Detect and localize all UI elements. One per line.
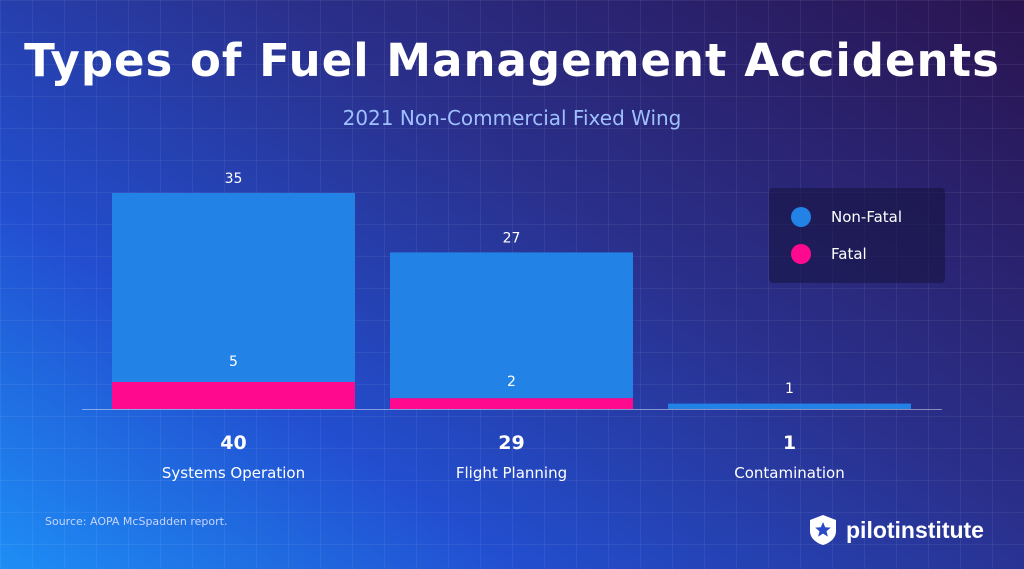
legend-swatch-non-fatal (791, 207, 811, 227)
data-label-fatal-systems-operation: 5 (229, 354, 238, 370)
bar-fatal-flight-planning (390, 398, 633, 409)
legend-label-non-fatal: Non-Fatal (831, 208, 903, 226)
legend-label-fatal: Fatal (831, 245, 867, 263)
total-label-systems-operation: 40 (220, 432, 246, 454)
data-label-non-fatal-flight-planning: 27 (503, 230, 521, 246)
total-label-contamination: 1 (783, 432, 796, 454)
legend: Non-Fatal Fatal (769, 188, 945, 283)
total-label-flight-planning: 29 (498, 432, 524, 454)
bar-non-fatal-contamination (668, 403, 911, 409)
data-label-non-fatal-contamination: 1 (785, 381, 794, 397)
source-note: Source: AOPA McSpadden report. (45, 515, 228, 528)
brand-name: pilotinstitute (846, 516, 984, 543)
category-label-contamination: Contamination (734, 464, 844, 482)
category-label-flight-planning: Flight Planning (456, 464, 567, 482)
bar-fatal-systems-operation (112, 382, 355, 409)
legend-item-non-fatal: Non-Fatal (791, 207, 902, 227)
brand-logo: pilotinstitute (806, 513, 984, 547)
data-label-non-fatal-systems-operation: 35 (225, 171, 243, 187)
data-label-fatal-flight-planning: 2 (507, 374, 516, 390)
bar-non-fatal-systems-operation (112, 193, 355, 382)
chart-title: Types of Fuel Management Accidents (24, 34, 1000, 87)
legend-item-fatal: Fatal (791, 244, 867, 264)
category-label-systems-operation: Systems Operation (162, 464, 305, 482)
legend-swatch-fatal (791, 244, 811, 264)
star-badge-icon (810, 515, 836, 545)
bar-non-fatal-flight-planning (390, 252, 633, 399)
chart-subtitle: 2021 Non-Commercial Fixed Wing (342, 106, 682, 130)
